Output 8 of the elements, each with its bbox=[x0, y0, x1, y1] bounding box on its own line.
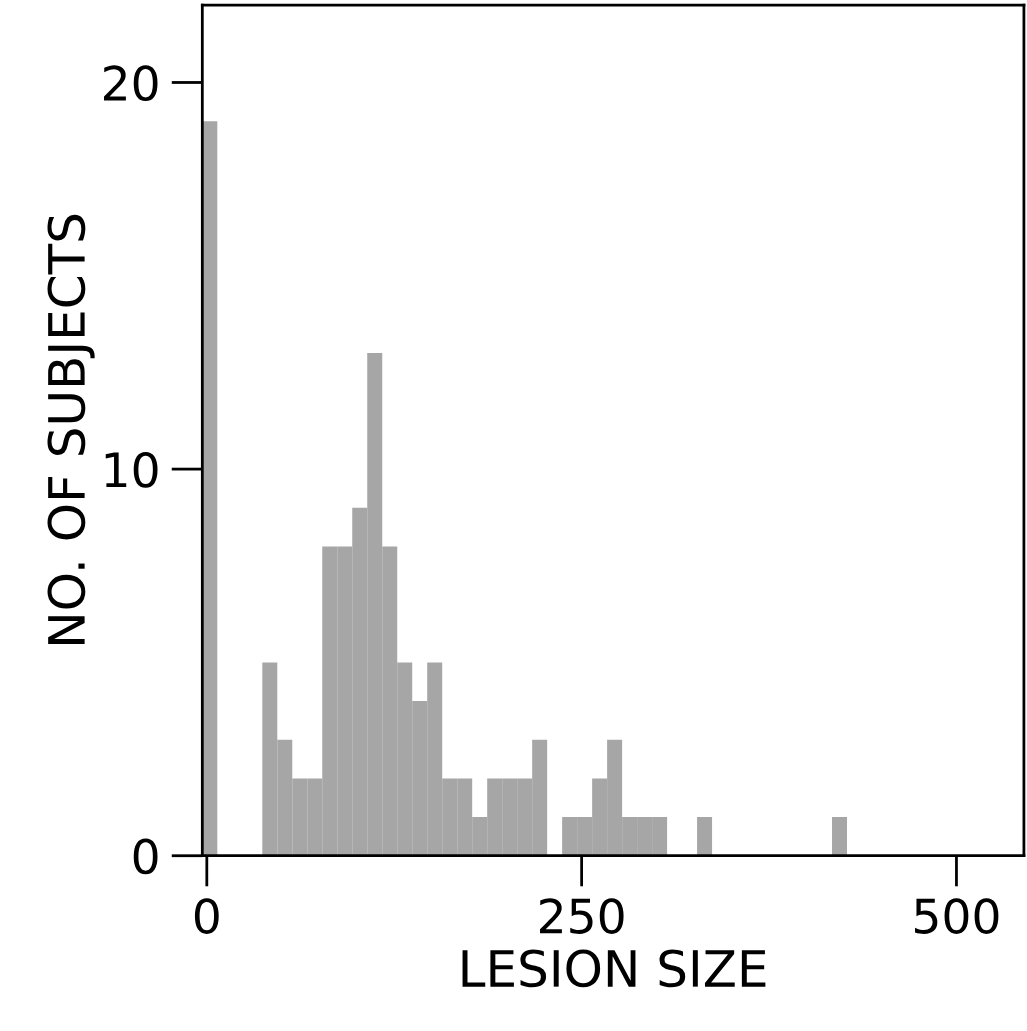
y-tick-label: 20 bbox=[104, 65, 158, 102]
y-axis-title: NO. OF SUBJECTS bbox=[47, 214, 95, 644]
y-tick-label: 0 bbox=[133, 838, 158, 875]
x-tick-label: 250 bbox=[540, 898, 624, 934]
x-axis-title: LESION SIZE bbox=[462, 949, 766, 988]
x-tick-label: 0 bbox=[194, 898, 219, 934]
x-tick-label: 500 bbox=[915, 898, 999, 934]
y-tick-label: 10 bbox=[105, 452, 158, 488]
